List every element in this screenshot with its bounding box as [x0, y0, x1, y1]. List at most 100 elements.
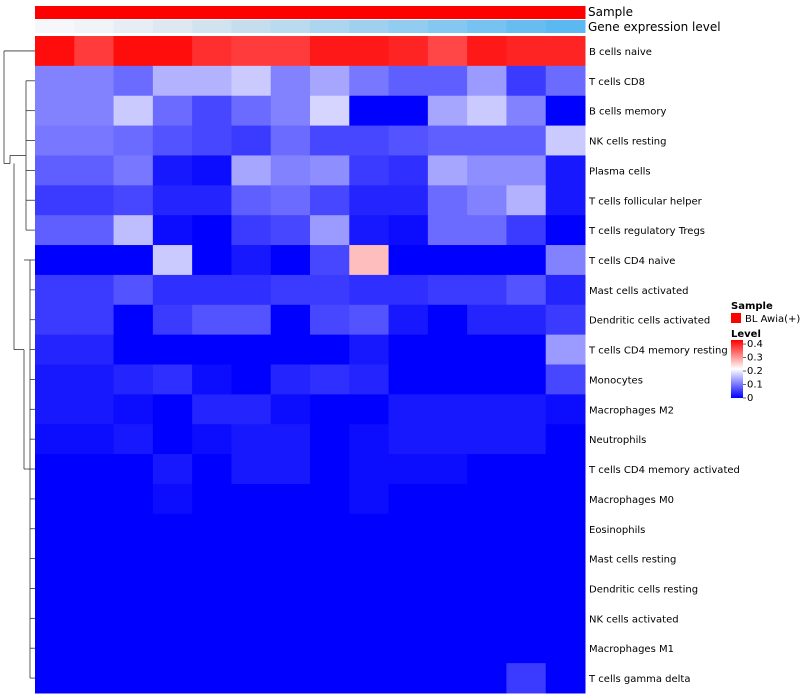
heatmap-cell [310, 65, 350, 97]
heatmap-cell [231, 36, 272, 67]
heatmap-cell [388, 513, 429, 545]
heatmap-cell [192, 424, 232, 455]
heatmap-cell [310, 603, 350, 634]
annotation-cell [113, 20, 154, 33]
heatmap-cell [152, 36, 193, 67]
row-label: Dendritic cells resting [589, 584, 698, 595]
heatmap-cell [467, 573, 507, 604]
heatmap-cell [270, 274, 311, 306]
heatmap-cell [349, 36, 390, 67]
heatmap-cell [152, 663, 193, 694]
heatmap-cell [152, 454, 193, 485]
legend-tick-label: 0.2 [747, 366, 763, 377]
heatmap-cell [152, 483, 193, 515]
row-label: NK cells activated [589, 614, 679, 625]
heatmap-cell [74, 334, 115, 365]
heatmap-cell [310, 274, 350, 306]
heatmap-cell [427, 454, 468, 485]
heatmap-cell [152, 364, 193, 395]
heatmap-cell [270, 125, 311, 156]
row-label: T cells CD4 naive [588, 256, 675, 267]
heatmap-cell [231, 185, 272, 216]
heatmap-cell [74, 155, 115, 186]
heatmap-cell [113, 573, 154, 604]
heatmap-cell [192, 603, 232, 634]
heatmap-cell [427, 36, 468, 67]
heatmap-cell [35, 424, 75, 455]
heatmap-cell [270, 245, 311, 276]
heatmap-cell [152, 215, 193, 246]
heatmap-cell [506, 36, 547, 67]
legend-tick-label: 0.3 [747, 353, 763, 364]
heatmap-cell [35, 364, 75, 395]
heatmap-cell [270, 394, 311, 425]
heatmap-cell [349, 185, 390, 216]
heatmap-cell [388, 424, 429, 455]
heatmap-cell [35, 274, 75, 306]
heatmap-cell [545, 304, 586, 336]
heatmap-cell [152, 424, 193, 455]
heatmap-cell [388, 543, 429, 575]
heatmap-cell [192, 185, 232, 216]
heatmap-cell [388, 185, 429, 216]
heatmap-cell [113, 95, 154, 127]
heatmap-cell [74, 663, 115, 694]
heatmap-cell [506, 483, 547, 515]
annotation-cell [74, 6, 115, 19]
heatmap-cell [388, 334, 429, 365]
legend-sample-swatch [731, 313, 741, 323]
heatmap-cell [545, 663, 586, 694]
heatmap-cell [113, 394, 154, 425]
heatmap-cell [74, 424, 115, 455]
heatmap-cell [74, 573, 115, 604]
heatmap-cell [388, 125, 429, 156]
heatmap-cell [427, 155, 468, 186]
heatmap-cell [310, 36, 350, 67]
heatmap-cell [192, 543, 232, 575]
heatmap-cell [270, 573, 311, 604]
heatmap-cell [349, 483, 390, 515]
heatmap-cell [74, 95, 115, 127]
heatmap-cell [231, 483, 272, 515]
heatmap-cell [506, 394, 547, 425]
heatmap-cell [74, 125, 115, 156]
heatmap-cell [113, 663, 154, 694]
heatmap-cell [388, 274, 429, 306]
heatmap-cell [349, 95, 390, 127]
heatmap-cell [388, 95, 429, 127]
annotation-cell [349, 6, 390, 19]
heatmap-cell [231, 304, 272, 336]
heatmap-cell [506, 245, 547, 276]
heatmap-cell [192, 513, 232, 545]
heatmap-cell [74, 245, 115, 276]
heatmap-cell [349, 633, 390, 664]
heatmap-cell [467, 334, 507, 365]
heatmap-cell [270, 185, 311, 216]
row-label: Monocytes [589, 375, 643, 386]
heatmap-cell [388, 603, 429, 634]
heatmap-cell [152, 155, 193, 186]
heatmap-cell [427, 543, 468, 575]
heatmap-cell [113, 245, 154, 276]
heatmap-cell [467, 454, 507, 485]
legend-sample-title: Sample [731, 301, 773, 312]
heatmap-cell [349, 245, 390, 276]
heatmap-cell [545, 334, 586, 365]
heatmap-cell [467, 155, 507, 186]
heatmap-cell [192, 215, 232, 246]
heatmap-cell [113, 483, 154, 515]
heatmap-cell [35, 543, 75, 575]
heatmap-cell [310, 125, 350, 156]
heatmap-cell [388, 454, 429, 485]
heatmap-cell [467, 65, 507, 97]
heatmap-cell [388, 36, 429, 67]
heatmap-cell [270, 215, 311, 246]
annotation-cell [427, 6, 468, 19]
heatmap-cell [506, 424, 547, 455]
heatmap-cell [506, 454, 547, 485]
heatmap-cell [349, 424, 390, 455]
heatmap-cell [152, 245, 193, 276]
row-label: NK cells resting [589, 137, 666, 148]
heatmap-cell [35, 633, 75, 664]
heatmap-cell [231, 65, 272, 97]
